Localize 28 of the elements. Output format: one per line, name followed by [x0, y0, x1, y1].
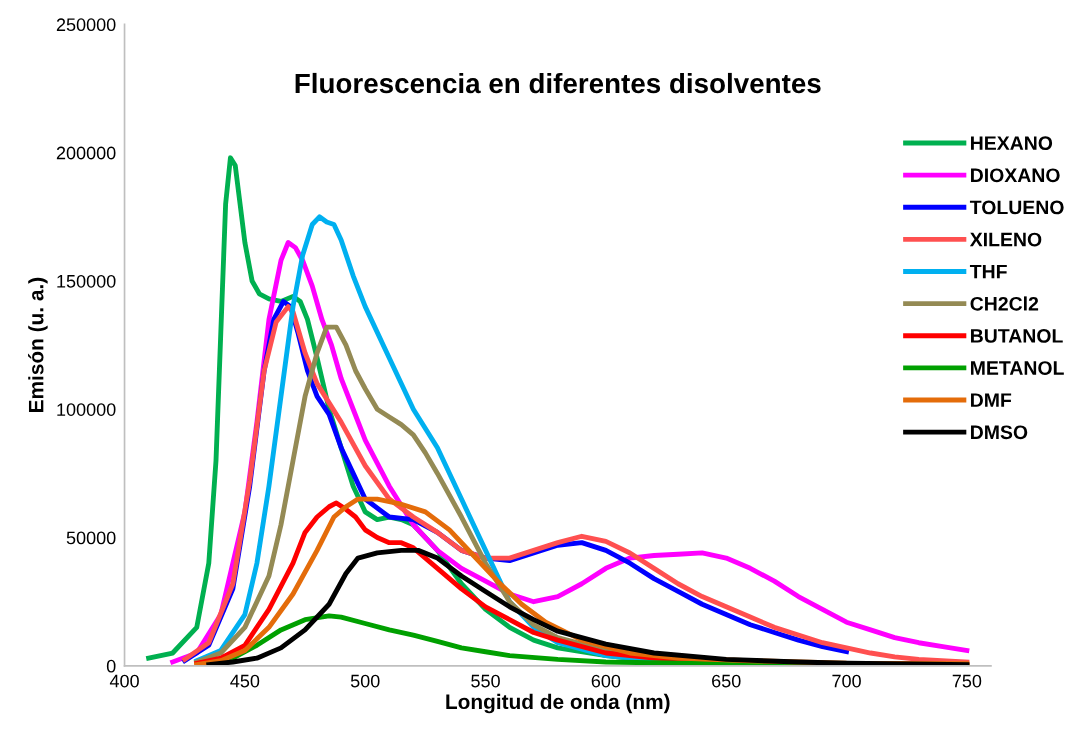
legend-label: BUTANOL: [971, 329, 1063, 343]
legend-label: CH2Cl2: [970, 296, 1039, 311]
y-tick-label: 250000: [56, 18, 116, 32]
x-tick-label: 550: [471, 674, 500, 688]
x-tick-label: 650: [712, 674, 741, 688]
x-tick-label: 750: [952, 674, 982, 688]
y-tick-label: 200000: [56, 146, 116, 160]
x-tick-label: 500: [350, 674, 380, 688]
text: Fluorescencia en diferentes disolventes: [295, 72, 821, 94]
y-tick-label: 0: [106, 659, 116, 673]
x-tick-label: 600: [591, 674, 621, 688]
x-tick-label: 400: [109, 674, 139, 688]
x-axis-title: Longitud de onda (nm): [446, 693, 670, 714]
legend-label: DMF: [971, 393, 1012, 407]
legend-label: HEXANO: [971, 136, 1053, 151]
y-tick-label: 100000: [57, 403, 116, 416]
x-tick-label: 700: [832, 674, 861, 688]
legend-label: DMSO: [971, 425, 1028, 440]
legend-label: TOLUENO: [969, 200, 1064, 215]
y-tick-label: 150000: [57, 274, 116, 288]
legend-label: DIOXANO: [971, 168, 1060, 183]
line-series: [206, 547, 970, 666]
legend-label: METANOL: [971, 361, 1064, 375]
y-tick-label: 50000: [66, 531, 116, 545]
legend-label: THF: [969, 264, 1007, 279]
legend-label: XILENO: [969, 232, 1042, 247]
y-axis-title: Emisón (u. a.): [28, 277, 48, 413]
x-tick-label: 450: [230, 674, 260, 688]
